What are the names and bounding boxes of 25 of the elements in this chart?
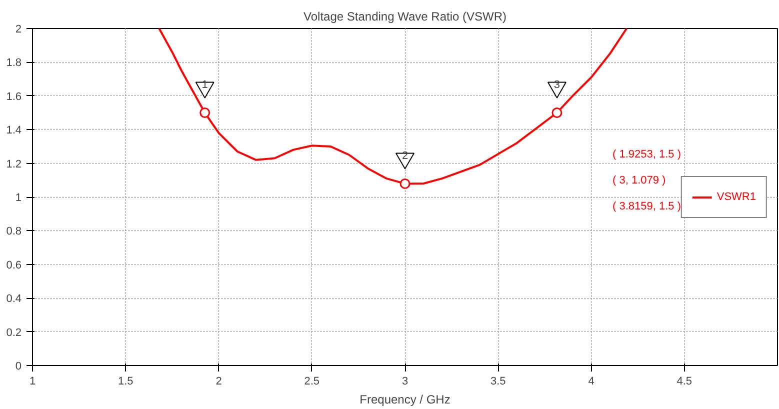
x-tick-label: 4.5 — [676, 376, 692, 388]
y-tick-label: 1 — [15, 192, 22, 204]
annotation: ( 1.9253, 1.5 ) — [612, 148, 681, 160]
chart-title: Voltage Standing Wave Ratio (VSWR) — [304, 10, 506, 24]
y-tick-label: 2 — [15, 24, 22, 36]
x-tick-label: 2 — [216, 376, 222, 388]
y-tick-label: 1.4 — [6, 124, 22, 137]
y-tick-label: 0.2 — [6, 326, 22, 339]
x-tick-label: 4 — [588, 376, 594, 388]
y-tick-label: 0.4 — [6, 293, 22, 306]
x-tick-label: 3.5 — [490, 376, 506, 388]
x-axis-title: Frequency / GHz — [360, 392, 450, 406]
legend-label: VSWR1 — [716, 190, 756, 202]
x-tick-label: 3 — [402, 376, 408, 388]
y-tick-label: 1.8 — [6, 57, 22, 70]
y-tick-label: 0.8 — [6, 226, 22, 238]
x-tick-label: 1.5 — [118, 376, 134, 388]
y-tick-label: 0.6 — [6, 259, 22, 272]
y-tick-label: 1.6 — [6, 90, 22, 103]
x-tick-label: 1 — [29, 376, 36, 388]
y-tick-label: 1.2 — [6, 158, 22, 170]
annotation: ( 3, 1.079 ) — [612, 174, 666, 186]
y-tick-label: 0 — [15, 360, 22, 372]
x-tick-label: 2.5 — [304, 376, 320, 388]
annotation: ( 3.8159, 1.5 ) — [612, 200, 681, 212]
